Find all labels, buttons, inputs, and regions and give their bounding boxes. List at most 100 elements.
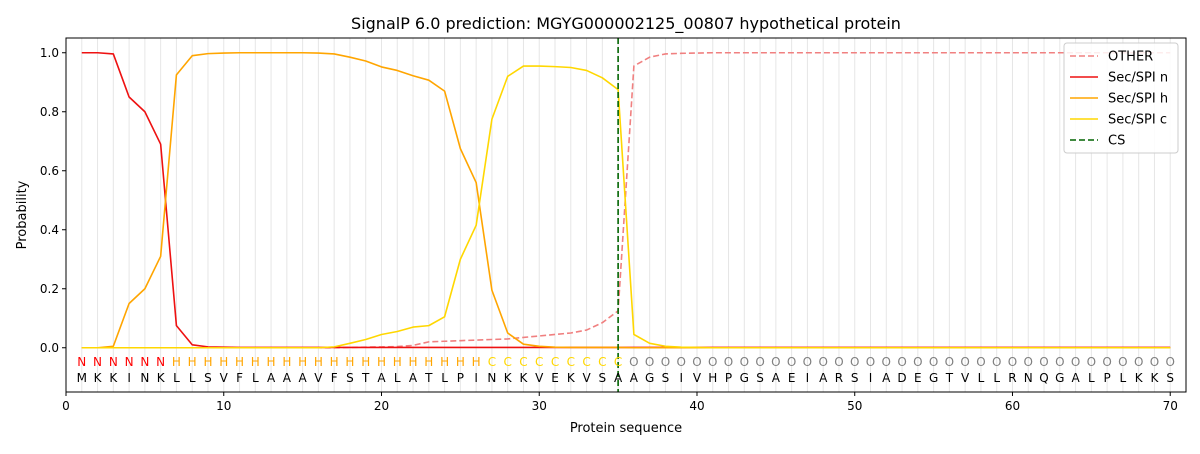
- region-label: O: [882, 355, 891, 369]
- region-label: O: [818, 355, 827, 369]
- region-label: C: [503, 355, 511, 369]
- residue-label: A: [409, 371, 418, 385]
- residue-label: I: [127, 371, 131, 385]
- region-label: H: [409, 355, 418, 369]
- x-tick-label: 50: [847, 399, 862, 413]
- residue-label: E: [914, 371, 922, 385]
- residue-label: L: [394, 371, 401, 385]
- residue-label: K: [109, 371, 118, 385]
- residue-label: H: [708, 371, 717, 385]
- residue-label: V: [220, 371, 229, 385]
- residue-label: A: [267, 371, 276, 385]
- residue-label: P: [725, 371, 732, 385]
- region-label: H: [203, 355, 212, 369]
- residue-label: A: [882, 371, 891, 385]
- residue-label: A: [1071, 371, 1080, 385]
- region-label: O: [708, 355, 717, 369]
- region-label: C: [614, 355, 622, 369]
- plot-frame: [65, 37, 1187, 393]
- region-label: O: [945, 355, 954, 369]
- series-layer: [81, 38, 1171, 392]
- region-label: C: [598, 355, 606, 369]
- residue-label: N: [1024, 371, 1033, 385]
- region-label: O: [692, 355, 701, 369]
- x-tick-label: 30: [532, 399, 547, 413]
- residue-label: L: [252, 371, 259, 385]
- region-label: H: [456, 355, 465, 369]
- x-tick-label: 0: [62, 399, 70, 413]
- legend-label: OTHER: [1108, 50, 1153, 65]
- residue-label: F: [236, 371, 243, 385]
- residue-label: V: [314, 371, 323, 385]
- y-tick-label: 0.2: [40, 282, 59, 296]
- region-label: O: [1008, 355, 1017, 369]
- region-label: O: [834, 355, 843, 369]
- region-label: O: [866, 355, 875, 369]
- region-label: O: [661, 355, 670, 369]
- region-label: N: [156, 355, 165, 369]
- region-label: O: [787, 355, 796, 369]
- x-axis-label: Protein sequence: [570, 421, 682, 436]
- residue-label: S: [851, 371, 859, 385]
- residue-label: N: [140, 371, 149, 385]
- residue-label: L: [1120, 371, 1127, 385]
- residue-label: I: [474, 371, 478, 385]
- residue-label: I: [869, 371, 873, 385]
- region-label: O: [803, 355, 812, 369]
- region-label: H: [298, 355, 307, 369]
- x-tick-label: 40: [689, 399, 704, 413]
- residue-label: A: [630, 371, 639, 385]
- y-tick-label: 0.4: [40, 223, 59, 237]
- residue-label: K: [520, 371, 529, 385]
- legend: OTHER Sec/SPI n Sec/SPI h Sec/SPI c CS: [1063, 42, 1179, 154]
- region-label: O: [676, 355, 685, 369]
- region-label: H: [361, 355, 370, 369]
- residue-label: S: [599, 371, 607, 385]
- residue-label: K: [504, 371, 513, 385]
- x-tick-label: 70: [1163, 399, 1178, 413]
- residue-label: A: [299, 371, 308, 385]
- region-label: O: [960, 355, 969, 369]
- residue-label: G: [1055, 371, 1064, 385]
- legend-label: CS: [1108, 134, 1125, 149]
- region-label: O: [755, 355, 764, 369]
- region-label: N: [140, 355, 149, 369]
- residue-label: L: [978, 371, 985, 385]
- region-label: C: [519, 355, 527, 369]
- y-tick-label: 0.0: [40, 341, 59, 355]
- residue-label: S: [346, 371, 354, 385]
- residue-label: I: [806, 371, 810, 385]
- region-label: H: [377, 355, 386, 369]
- region-label: N: [125, 355, 134, 369]
- region-label: O: [992, 355, 1001, 369]
- region-label: O: [897, 355, 906, 369]
- residue-label: E: [788, 371, 796, 385]
- residue-label: P: [1104, 371, 1111, 385]
- residue-label: I: [679, 371, 683, 385]
- region-label: N: [93, 355, 102, 369]
- residue-label: G: [929, 371, 938, 385]
- residue-label: V: [535, 371, 544, 385]
- region-label: O: [1055, 355, 1064, 369]
- legend-label: Sec/SPI c: [1108, 113, 1167, 128]
- residue-label: L: [189, 371, 196, 385]
- region-label: O: [976, 355, 985, 369]
- region-label: O: [1071, 355, 1080, 369]
- region-label: H: [219, 355, 228, 369]
- series-line-sec-spi-c: [81, 65, 1171, 349]
- region-label: H: [251, 355, 260, 369]
- region-label: C: [551, 355, 559, 369]
- region-label: O: [929, 355, 938, 369]
- residue-label: K: [157, 371, 166, 385]
- residue-label: S: [662, 371, 670, 385]
- region-label: H: [440, 355, 449, 369]
- region-label: H: [314, 355, 323, 369]
- residue-label: A: [819, 371, 828, 385]
- residue-label: V: [961, 371, 970, 385]
- region-label: O: [850, 355, 859, 369]
- axis-layer: 0 10 20 30 40 50 60 70 0.0 0.2 0.4 0.6 0.8 1.0: [40, 46, 1178, 413]
- region-label: H: [345, 355, 354, 369]
- region-label: O: [771, 355, 780, 369]
- region-label: O: [1134, 355, 1143, 369]
